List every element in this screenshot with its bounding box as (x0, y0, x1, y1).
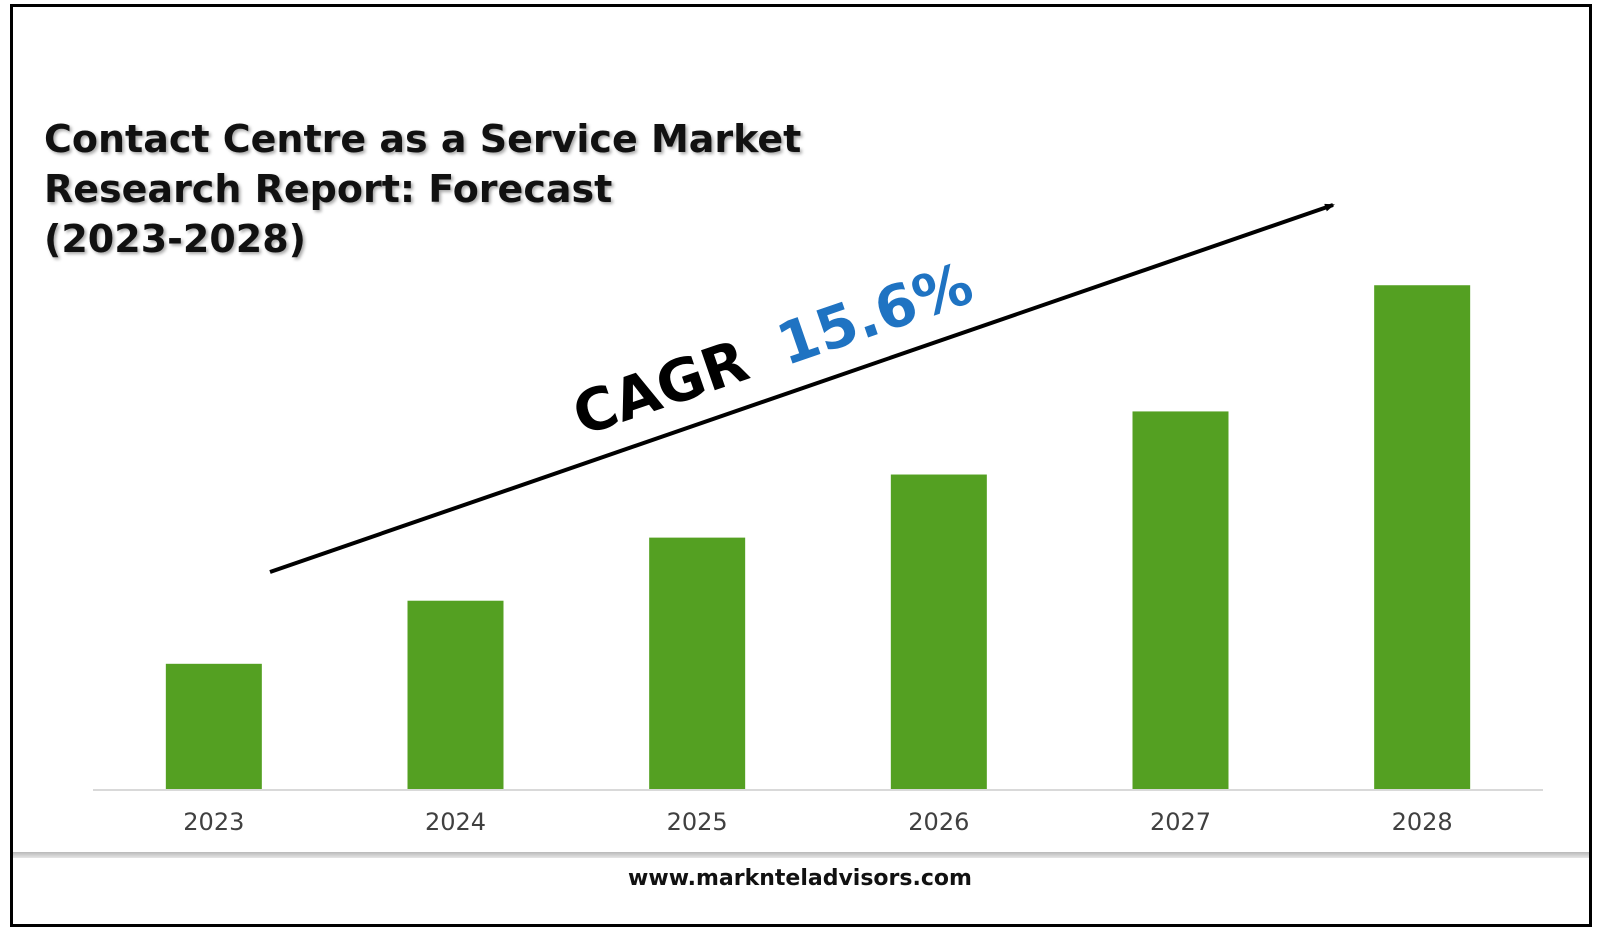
bar-2023 (165, 663, 262, 790)
x-tick-label-2028: 2028 (1392, 808, 1453, 836)
bar-2025 (649, 537, 746, 790)
bars-group (165, 285, 1471, 790)
bar-2027 (1132, 411, 1229, 790)
trend-arrow (269, 203, 1335, 574)
x-tick-label-2023: 2023 (183, 808, 244, 836)
footer-website-link[interactable]: www.marknteladvisors.com (628, 866, 972, 891)
bar-2024 (407, 600, 504, 790)
x-tick-label-2024: 2024 (425, 808, 486, 836)
x-tick-label-2025: 2025 (667, 808, 728, 836)
cagr-value: 15.6% (769, 249, 981, 379)
bar-2026 (890, 474, 987, 790)
chart-title: Contact Centre as a Service Market Resea… (44, 117, 802, 261)
chart-frame (10, 4, 1592, 927)
x-tick-label-2026: 2026 (908, 808, 969, 836)
cagr-label: CAGR (564, 326, 756, 449)
x-tick-label-2027: 2027 (1150, 808, 1211, 836)
x-tick-labels: 2023 2024 2025 2026 2027 2028 (183, 808, 1452, 836)
footer-divider (13, 852, 1589, 858)
bar-2028 (1374, 285, 1471, 790)
